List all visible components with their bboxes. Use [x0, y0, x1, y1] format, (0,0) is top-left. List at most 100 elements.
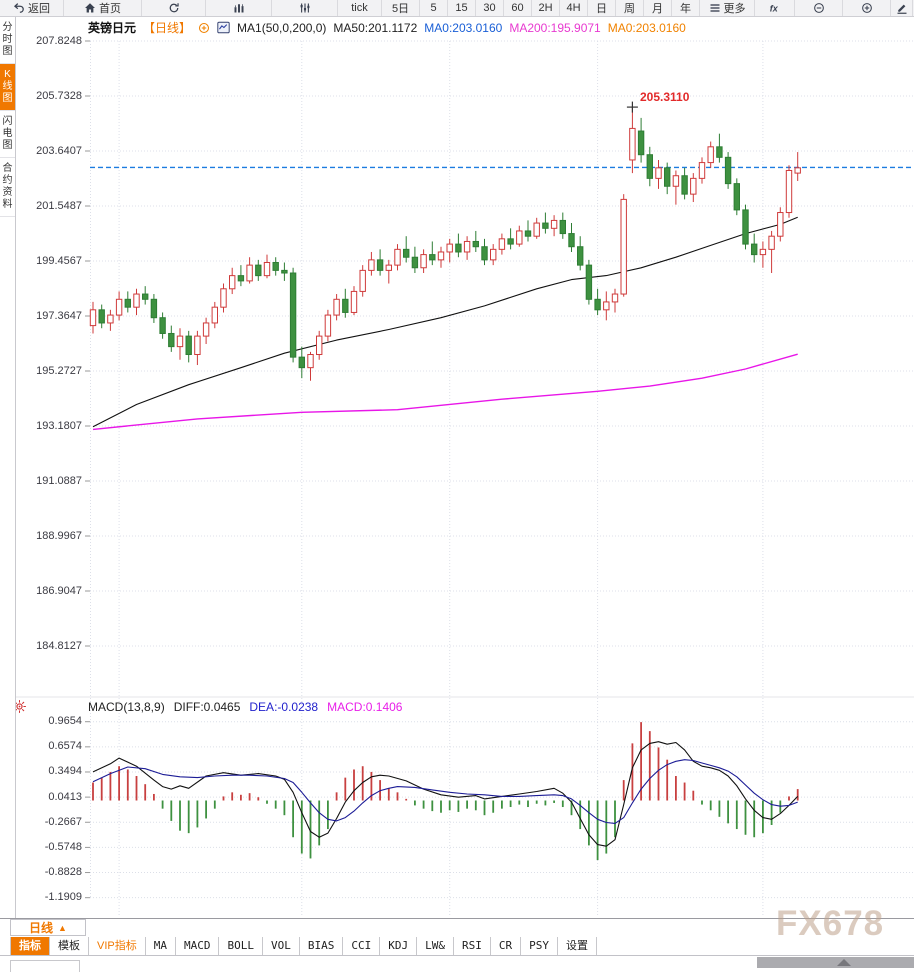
zoom-out-button[interactable] [795, 0, 843, 16]
sidebar-item-kline-chart[interactable]: K线图 [0, 64, 15, 111]
interval-60-button-label: 60 [511, 2, 524, 14]
tab-macd[interactable]: MACD [176, 937, 220, 955]
macd-axis-label: 0.3494 [48, 765, 82, 778]
pencil-icon [896, 2, 908, 14]
mini-chart-icon[interactable] [217, 21, 230, 35]
macd-header: MACD(13,8,9) DIFF:0.0465 DEA:-0.0238 MAC… [88, 700, 402, 714]
period-selector-label: 日线 [29, 921, 54, 935]
macd-macd-value: MACD:0.1406 [327, 700, 403, 714]
indicator-sliders-button[interactable] [272, 0, 338, 16]
sidebar-item-lightning-chart[interactable]: 闪电图 [0, 111, 15, 158]
macd-axis-label: -0.2667 [44, 815, 82, 828]
sidebar-item-time-chart[interactable]: 分时图 [0, 17, 15, 64]
interval-60-button[interactable]: 60 [504, 0, 532, 16]
ma200-value: MA200:195.9071 [509, 20, 601, 35]
price-axis-label: 203.6407 [36, 144, 82, 157]
refresh-button[interactable] [142, 0, 206, 16]
back-button-label: 返回 [28, 3, 50, 15]
interval-30-button-label: 30 [483, 2, 496, 14]
tab-cci[interactable]: CCI [343, 937, 381, 955]
ma0-blue-value: MA0:203.0160 [424, 20, 503, 35]
interval-day-button2[interactable]: 4H [560, 0, 588, 16]
sidebar-item-contract-info[interactable]: 合约资料 [0, 158, 15, 217]
home-icon [84, 2, 96, 14]
tab-kdj[interactable]: KDJ [380, 937, 418, 955]
tab-ma[interactable]: MA [146, 937, 176, 955]
interval-15-button[interactable]: 15 [448, 0, 476, 16]
tab-lw[interactable]: LW& [417, 937, 454, 955]
indicator-tab-bar: 指标 模板 VIP指标 MA MACD BOLL VOL BIAS CCI KDJ LW& RSI CR… [0, 937, 914, 956]
chart-header: 英镑日元 【日线】 MA1(50,0,200,0) MA50:201.1172 … [88, 19, 686, 36]
interval-5day-button-label: 5日 [391, 3, 410, 15]
price-axis-label: 184.8127 [36, 639, 82, 652]
fx-icon: fx [769, 2, 781, 14]
price-axis-label: 195.2727 [36, 364, 82, 377]
tab-boll[interactable]: BOLL [219, 937, 263, 955]
horizontal-scrollbar[interactable] [757, 957, 914, 968]
macd-axis-label: -0.8828 [44, 866, 82, 879]
candlestick-chart-icon [233, 2, 245, 14]
back-button[interactable]: 返回 [0, 0, 64, 16]
more-button[interactable]: 更多 [700, 0, 755, 16]
zoom-out-icon [813, 2, 825, 14]
chart-type-button[interactable] [206, 0, 272, 16]
interval-week-button-label: 周 [624, 3, 635, 15]
interval-year-button-label: 年 [680, 3, 691, 15]
tab-indicator[interactable]: 指标 [10, 937, 50, 955]
interval-tick-button-label: tick [351, 2, 368, 14]
chevron-up-icon: ▲ [58, 922, 67, 933]
interval-week-button[interactable]: 周 [616, 0, 644, 16]
home-button[interactable]: 首页 [64, 0, 142, 16]
refresh-icon [168, 2, 180, 14]
tab-cr[interactable]: CR [491, 937, 522, 955]
left-sidebar: 分时图 K线图 闪电图 合约资料 [0, 17, 16, 918]
add-overlay-icon[interactable] [198, 21, 210, 35]
macd-definition: MACD(13,8,9) [88, 700, 165, 714]
interval-30-button[interactable]: 30 [476, 0, 504, 16]
price-axis-label: 188.9967 [36, 529, 82, 542]
period-selector-button[interactable]: 日线 ▲ [10, 919, 86, 936]
svg-text:fx: fx [769, 3, 778, 13]
interval-5-button-label: 5 [430, 2, 437, 14]
tab-settings[interactable]: 设置 [558, 937, 597, 955]
ma-definition: MA1(50,0,200,0) [237, 20, 327, 35]
menu-icon [709, 2, 721, 14]
high-price-annotation: 205.3110 [640, 90, 690, 104]
partial-tab-cell[interactable] [10, 960, 80, 972]
price-axis-label: 186.9047 [36, 584, 82, 597]
interval-month-button[interactable]: 月 [644, 0, 672, 16]
draw-button[interactable] [891, 0, 913, 16]
interval-day-button[interactable]: 日 [588, 0, 616, 16]
tab-template[interactable]: 模板 [50, 937, 89, 955]
tab-vip-indicator[interactable]: VIP指标 [89, 937, 146, 955]
zoom-in-button[interactable] [843, 0, 891, 16]
tab-psy[interactable]: PSY [521, 937, 558, 955]
interval-5-button[interactable]: 5 [420, 0, 448, 16]
bottom-strip [0, 956, 914, 972]
tab-bias[interactable]: BIAS [300, 937, 344, 955]
price-axis-label: 191.0887 [36, 474, 82, 487]
ma50-value: MA50:201.1172 [333, 20, 418, 35]
fx-indicator-button[interactable]: fx [755, 0, 795, 16]
macd-axis-label: 0.9654 [48, 715, 82, 728]
scroll-up-arrow-icon [837, 959, 851, 966]
xaxis-row [0, 918, 914, 937]
interval-2h-button[interactable]: 2H [532, 0, 560, 16]
price-axis-label: 193.1807 [36, 419, 82, 432]
tab-rsi[interactable]: RSI [454, 937, 491, 955]
interval-tick-button[interactable]: tick [338, 0, 382, 16]
macd-diff-value: DIFF:0.0465 [173, 700, 241, 714]
tab-vol[interactable]: VOL [263, 937, 300, 955]
interval-day-button-label: 日 [596, 3, 607, 15]
symbol-name[interactable]: 英镑日元 [88, 21, 137, 35]
price-axis-label: 205.7328 [36, 89, 82, 102]
interval-5day-button[interactable]: 5日 [382, 0, 420, 16]
price-axis-label: 201.5487 [36, 199, 82, 212]
zoom-in-icon [861, 2, 873, 14]
back-icon [13, 2, 25, 14]
interval-year-button[interactable]: 年 [672, 0, 700, 16]
period-tag: 【日线】 [143, 21, 192, 35]
macd-axis-label: -1.1909 [44, 891, 82, 904]
